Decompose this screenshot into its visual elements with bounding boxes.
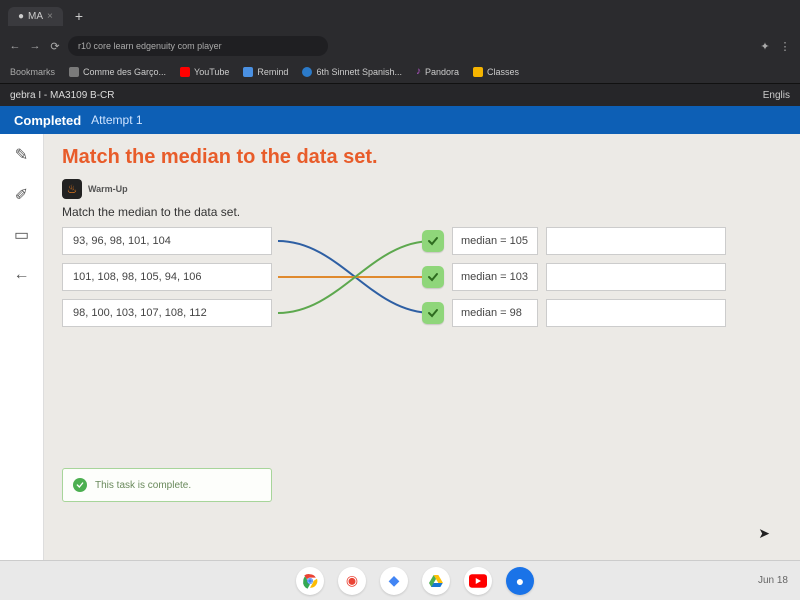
bookmark-favicon-icon [69,67,79,77]
drop-target[interactable] [546,227,726,255]
data-set-text: 101, 108, 98, 105, 94, 106 [73,271,201,283]
task-complete-text: This task is complete. [95,480,191,491]
data-set-item[interactable]: 101, 108, 98, 105, 94, 106 [62,263,272,291]
tool-rail: ✎ ✐ ▭ ← [0,134,44,560]
success-check-icon [73,478,87,492]
completed-label: Completed [14,113,81,128]
bookmark-label: Classes [487,67,519,77]
screen: ● MA × + ← → ⟳ r10 core learn edgenuity … [0,0,800,600]
content-area: ✎ ✐ ▭ ← Match the median to the data set… [0,134,800,560]
tab-favicon: ● [18,11,24,22]
check-icon [422,302,444,324]
chrome-icon[interactable] [296,567,324,595]
address-text: r10 core learn edgenuity com player [78,41,222,51]
data-set-text: 93, 96, 98, 101, 104 [73,235,171,247]
close-icon[interactable]: × [47,11,53,22]
answer-row: median = 103 [422,263,726,291]
bookmarks-bar: Bookmarks Comme des Garço... YouTube Rem… [0,60,800,84]
bookmark-label: Pandora [425,67,459,77]
task-complete-banner: This task is complete. [62,468,272,502]
app-icon[interactable]: ● [506,567,534,595]
new-tab-button[interactable]: + [69,8,89,24]
median-answer[interactable]: median = 105 [452,227,538,255]
bookmark-item[interactable]: Remind [243,67,288,77]
drop-target[interactable] [546,263,726,291]
bookmark-item[interactable]: YouTube [180,67,229,77]
left-column: 93, 96, 98, 101, 104 101, 108, 98, 105, … [62,227,272,327]
lesson-title: Match the median to the data set. [62,146,782,169]
browser-toolbar: ← → ⟳ r10 core learn edgenuity com playe… [0,32,800,60]
app-icon[interactable]: ◆ [380,567,408,595]
bookmark-item[interactable]: ♪ Pandora [416,66,459,77]
browser-tab[interactable]: ● MA × [8,7,63,26]
warmup-badge: ♨ [62,179,82,199]
bookmark-favicon-icon: ♪ [416,66,421,77]
median-answer[interactable]: median = 103 [452,263,538,291]
instruction-text: Match the median to the data set. [62,205,782,219]
forward-icon[interactable]: → [28,39,42,53]
bookmark-item[interactable]: Classes [473,67,519,77]
tab-title: MA [28,11,43,22]
completed-banner: Completed Attempt 1 [0,106,800,134]
right-column: median = 105 median = 103 median = 98 [422,227,726,327]
shelf-date[interactable]: Jun 18 [758,575,788,586]
address-bar[interactable]: r10 core learn edgenuity com player [68,36,328,56]
data-set-item[interactable]: 98, 100, 103, 107, 108, 112 [62,299,272,327]
median-text: median = 103 [461,271,528,283]
answer-row: median = 105 [422,227,726,255]
bookmark-label: 6th Sinnett Spanish... [316,67,402,77]
bookmark-item[interactable]: Comme des Garço... [69,67,166,77]
bookmark-favicon-icon [243,67,253,77]
warmup-label: Warm-Up [88,184,128,194]
median-text: median = 98 [461,307,522,319]
menu-icon[interactable]: ⋮ [778,39,792,53]
drive-icon[interactable] [422,567,450,595]
answer-row: median = 98 [422,299,726,327]
app-icon[interactable]: ◉ [338,567,366,595]
back-icon[interactable]: ← [8,39,22,53]
median-answer[interactable]: median = 98 [452,299,538,327]
data-set-text: 98, 100, 103, 107, 108, 112 [73,307,207,319]
matching-area: 93, 96, 98, 101, 104 101, 108, 98, 105, … [62,227,782,417]
shelf-apps: ◉ ◆ ● [296,567,534,595]
check-icon [422,266,444,288]
bookmark-label: Comme des Garço... [83,67,166,77]
youtube-icon[interactable] [464,567,492,595]
bookmark-label: Remind [257,67,288,77]
data-set-item[interactable]: 93, 96, 98, 101, 104 [62,227,272,255]
reload-icon[interactable]: ⟳ [48,39,62,53]
bookmark-label: YouTube [194,67,229,77]
extension-icon[interactable]: ✦ [758,39,772,53]
highlighter-icon[interactable]: ✐ [11,184,33,206]
check-icon [422,230,444,252]
bookmark-favicon-icon [473,67,483,77]
bookmark-favicon-icon [180,67,190,77]
note-icon[interactable]: ▭ [11,224,33,246]
os-shelf: ◉ ◆ ● Jun 18 [0,560,800,600]
warmup-badge-row: ♨ Warm-Up [62,179,782,199]
drop-target[interactable] [546,299,726,327]
course-header: gebra I - MA3109 B-CR Englis [0,84,800,106]
bookmark-favicon-icon [302,67,312,77]
median-text: median = 105 [461,235,528,247]
flame-icon: ♨ [67,182,78,196]
browser-tab-strip: ● MA × + [0,0,800,32]
course-title: gebra I - MA3109 B-CR [10,90,115,101]
bookmarks-label: Bookmarks [10,67,55,77]
bookmark-item[interactable]: 6th Sinnett Spanish... [302,67,402,77]
pencil-icon[interactable]: ✎ [11,144,33,166]
language-selector[interactable]: Englis [763,90,790,101]
cursor-icon: ➤ [758,525,770,542]
attempt-label: Attempt 1 [91,113,142,127]
back-arrow-icon[interactable]: ← [11,264,33,286]
